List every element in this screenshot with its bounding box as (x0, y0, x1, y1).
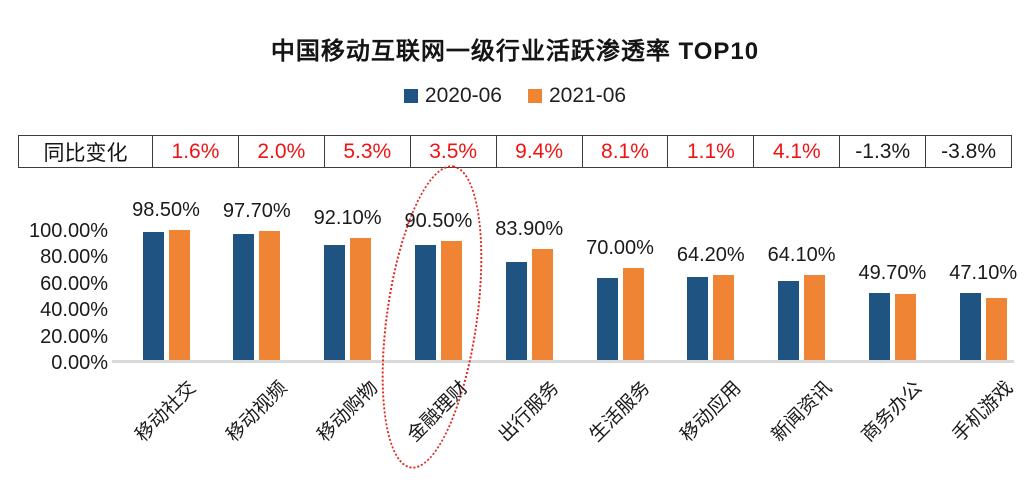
bar-2020-06 (414, 245, 436, 360)
bar-group: 70.00% (586, 228, 654, 360)
bar-2021-06 (168, 229, 190, 360)
legend-swatch-2020-icon (403, 89, 418, 103)
yoy-value-cell: 9.4% (497, 136, 583, 167)
plot-area: 98.50% 97.70% 92.10% 90.50% 83.90% 70.00% 64.2… (112, 159, 1017, 475)
yoy-value-cell: -3.8% (941, 139, 997, 163)
bar-chart: 98.50% 97.70% 92.10% 90.50% 83.90% 70.00% 64.2… (0, 159, 1030, 484)
data-label: 64.20% (676, 244, 745, 267)
data-label: 47.10% (949, 261, 1018, 284)
y-axis-tick-label: 0.00% (51, 352, 108, 374)
yoy-value-cell: 5.3% (325, 136, 411, 167)
bar-2020-06 (505, 261, 527, 360)
yoy-change-table: 同比变化 1.6% 2.0% 5.3% 3.5% 9.4% 8.1% 1.1% 4.1% -1.… (18, 135, 1012, 168)
data-label: 49.70% (858, 261, 927, 284)
yoy-value-cell: 8.1% (583, 136, 669, 167)
bar-2021-06 (259, 231, 281, 360)
bar-2021-06 (713, 275, 735, 360)
bar-2021-06 (440, 240, 462, 360)
y-axis-tick-label: 60.00% (40, 272, 108, 295)
bar-group: 90.50% (404, 210, 472, 360)
bar-2021-06 (622, 267, 644, 360)
bar-group: 49.70% (858, 228, 926, 360)
bar-2020-06 (596, 278, 618, 360)
yoy-value-cell: 1.6% (153, 136, 239, 167)
chart-legend: 2020-06 2021-06 (0, 84, 1030, 108)
data-label: 64.10% (767, 244, 836, 267)
y-axis-tick-label: 80.00% (40, 246, 108, 269)
yoy-value-cell: 1.1% (668, 136, 755, 167)
data-label: 98.50% (132, 198, 200, 221)
bar-2020-06 (324, 245, 346, 360)
yoy-value-cell: 3.5% (411, 136, 497, 167)
yoy-value-cell: -1.3% (840, 136, 927, 167)
bar-2021-06 (531, 249, 553, 360)
legend-label-2021: 2021-06 (549, 84, 627, 107)
yoy-table-header: 同比变化 (19, 136, 153, 167)
page-title: 中国移动互联网一级行业活跃渗透率 TOP10 (270, 38, 760, 65)
bar-2020-06 (142, 232, 164, 360)
y-axis-tick-label: 40.00% (40, 299, 108, 322)
bar-2021-06 (350, 238, 372, 360)
yoy-value-cell: 2.0% (239, 136, 325, 167)
data-label: 90.50% (404, 209, 473, 232)
legend-item-2021: 2021-06 (528, 84, 626, 108)
data-label: 70.00% (586, 236, 654, 259)
bar-group: 98.50% (132, 199, 200, 360)
legend-item-2020: 2020-06 (403, 84, 502, 108)
bar-group: 64.10% (768, 228, 836, 360)
legend-label-2020: 2020-06 (424, 84, 502, 107)
bar-group: 47.10% (949, 228, 1017, 360)
bar-2020-06 (778, 280, 800, 360)
data-label: 83.90% (495, 218, 564, 241)
bar-2021-06 (804, 275, 826, 360)
bar-group: 92.10% (314, 207, 382, 360)
y-axis-tick-label: 20.00% (40, 325, 108, 348)
bar-2020-06 (868, 292, 890, 360)
bar-group: 97.70% (223, 200, 291, 360)
yoy-value-cell: 4.1% (754, 136, 841, 167)
bar-2020-06 (687, 276, 709, 360)
bar-group: 83.90% (495, 218, 563, 360)
bar-2021-06 (985, 297, 1007, 360)
bar-2021-06 (894, 294, 916, 360)
bar-2020-06 (233, 233, 255, 360)
y-axis-tick-label: 100.00% (29, 220, 108, 242)
bar-2020-06 (959, 292, 981, 360)
legend-swatch-2021-icon (528, 89, 542, 103)
data-label: 97.70% (222, 200, 291, 223)
bar-group: 64.20% (677, 228, 745, 360)
data-label: 92.10% (313, 207, 382, 230)
